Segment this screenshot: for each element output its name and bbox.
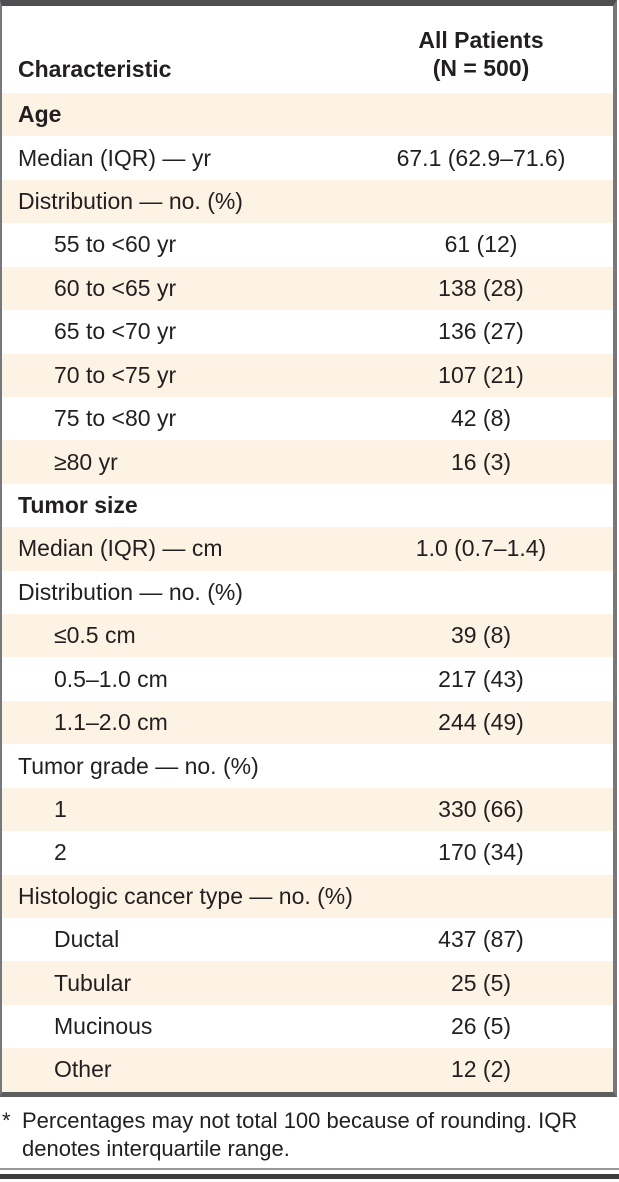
table-footnote: * Percentages may not total 100 because …: [0, 1097, 619, 1163]
table-row: 1 330 (66): [2, 787, 613, 832]
bottom-rule-thin: [0, 1167, 619, 1170]
table-row: 70 to <75 yr 107 (21): [2, 353, 613, 397]
footnote-text: Percentages may not total 100 because of…: [22, 1107, 578, 1161]
table-row: Ductal 437 (87): [2, 918, 613, 962]
column-header-group-n: (N = 500): [432, 54, 530, 81]
row-value: 244 (49): [438, 709, 524, 736]
row-label: Mucinous: [54, 1013, 153, 1040]
row-value: 25 (5): [450, 969, 512, 996]
row-value: 107 (21): [438, 361, 524, 388]
characteristics-table: Characteristic All Patients (N = 500) Ag…: [0, 0, 617, 1097]
table-row: Mucinous 26 (5): [2, 1004, 613, 1049]
row-label: 55 to <60 yr: [54, 231, 177, 258]
row-label: Histologic cancer type — no. (%): [18, 882, 353, 909]
row-label: 65 to <70 yr: [54, 318, 177, 345]
table-row: Tumor grade — no. (%): [2, 744, 613, 788]
table-row: 75 to <80 yr 42 (8): [2, 396, 613, 441]
row-label: 1: [54, 795, 67, 822]
row-value: 12 (2): [450, 1056, 512, 1083]
row-value: 16 (3): [450, 448, 512, 475]
row-label: 75 to <80 yr: [54, 405, 177, 432]
row-label: Distribution — no. (%): [18, 188, 243, 215]
row-label: 2: [54, 839, 67, 866]
bottom-rule-thick: [0, 1173, 619, 1179]
row-value: 138 (28): [438, 274, 524, 301]
table-row: Distribution — no. (%): [2, 570, 613, 615]
table-row: 2 170 (34): [2, 831, 613, 875]
row-value: 437 (87): [438, 926, 524, 953]
table-row: Histologic cancer type — no. (%): [2, 874, 613, 919]
table-row: Age: [2, 93, 613, 137]
row-value: 39 (8): [450, 622, 512, 649]
row-label: 70 to <75 yr: [54, 361, 177, 388]
row-label: Age: [18, 101, 62, 128]
table-row: 55 to <60 yr 61 (12): [2, 223, 613, 267]
table-header-row: Characteristic All Patients (N = 500): [2, 6, 613, 93]
column-header-all-patients: All Patients (N = 500): [355, 26, 607, 82]
table-body: Age Median (IQR) — yr 67.1 (62.9–71.6) Dist…: [2, 93, 613, 1092]
row-value: 1.0 (0.7–1.4): [415, 535, 547, 562]
row-label: 0.5–1.0 cm: [54, 665, 168, 692]
row-value: 42 (8): [450, 405, 512, 432]
table-row: Distribution — no. (%): [2, 179, 613, 224]
row-value: 26 (5): [450, 1013, 512, 1040]
row-label: Median (IQR) — yr: [18, 144, 211, 171]
footnote-marker: *: [2, 1107, 11, 1133]
table-row: ≥80 yr 16 (3): [2, 440, 613, 484]
row-label: Tumor grade — no. (%): [18, 752, 259, 779]
table-row: Median (IQR) — yr 67.1 (62.9–71.6): [2, 136, 613, 180]
table-row: 65 to <70 yr 136 (27): [2, 310, 613, 354]
row-value: 330 (66): [438, 795, 524, 822]
row-label: 60 to <65 yr: [54, 274, 177, 301]
column-header-group-name: All Patients: [418, 26, 544, 53]
row-label: ≤0.5 cm: [54, 622, 136, 649]
bottom-rules: [0, 1167, 619, 1179]
row-label: 1.1–2.0 cm: [54, 709, 168, 736]
row-label: Distribution — no. (%): [18, 578, 243, 605]
row-label: Median (IQR) — cm: [18, 535, 223, 562]
table-row: 0.5–1.0 cm 217 (43): [2, 657, 613, 701]
row-label: Tumor size: [18, 492, 138, 518]
table-row: Other 12 (2): [2, 1048, 613, 1092]
row-value: 61 (12): [444, 231, 518, 258]
row-label: Other: [54, 1056, 112, 1083]
row-label: Tubular: [54, 969, 132, 996]
row-value: 136 (27): [438, 318, 524, 345]
table-row: Median (IQR) — cm 1.0 (0.7–1.4): [2, 527, 613, 571]
row-label: ≥80 yr: [54, 448, 118, 475]
column-header-characteristic: Characteristic: [18, 55, 172, 82]
row-label: Ductal: [54, 926, 120, 953]
table-row: 1.1–2.0 cm 244 (49): [2, 700, 613, 745]
table-row: 60 to <65 yr 138 (28): [2, 266, 613, 311]
table-row: Tumor size: [2, 483, 613, 528]
table-row: ≤0.5 cm 39 (8): [2, 614, 613, 658]
row-value: 217 (43): [438, 665, 524, 692]
row-value: 67.1 (62.9–71.6): [396, 144, 566, 171]
table-row: Tubular 25 (5): [2, 961, 613, 1005]
row-value: 170 (34): [438, 839, 524, 866]
